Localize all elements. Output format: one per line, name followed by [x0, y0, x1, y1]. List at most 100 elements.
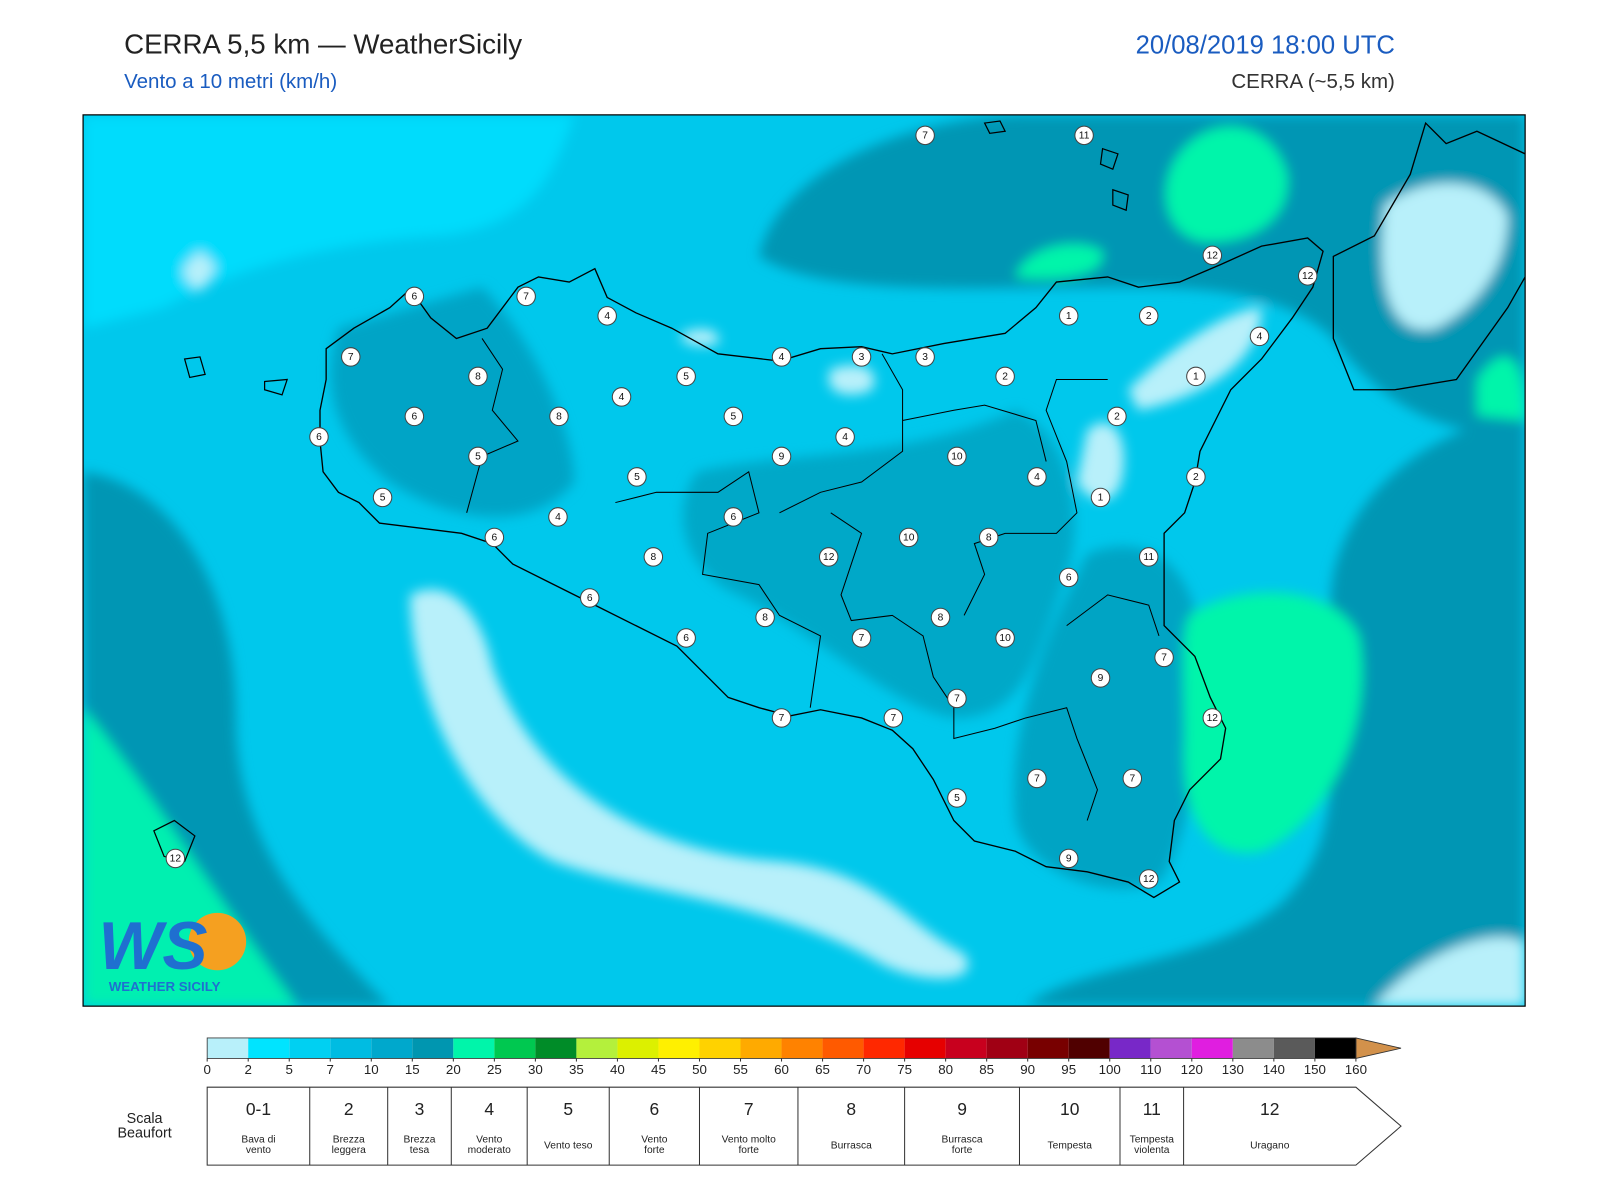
field-green [1183, 592, 1363, 853]
colorbar-segment [658, 1037, 700, 1059]
point-label: 5 [372, 487, 393, 508]
point-label: 5 [676, 366, 696, 387]
label-circle [1297, 266, 1318, 286]
label-circle [309, 427, 329, 447]
label-circle [978, 527, 999, 548]
beaufort-force: 12 [1260, 1099, 1279, 1119]
colorbar: 0 2 5 7 10 15 20 25 30 35 40 45 50 55 60 65 70 75 80 85 90 95… [203, 1037, 1402, 1077]
field-dark [682, 410, 1075, 718]
point-label: 6 [580, 588, 600, 608]
label-circle [1074, 125, 1094, 146]
label-value: 2 [1002, 371, 1008, 382]
point-label: 3 [915, 347, 935, 367]
label-circle [755, 607, 775, 628]
colorbar-tick-label: 2 [244, 1062, 251, 1077]
colorbar-tick-label: 150 [1304, 1062, 1326, 1077]
beaufort-label: violenta [1134, 1145, 1170, 1156]
label-value: 12 [170, 853, 182, 864]
beaufort-force: 7 [744, 1099, 754, 1119]
colorbar-tick-label: 75 [897, 1062, 912, 1077]
colorbar-tick-label: 100 [1099, 1062, 1121, 1077]
field-calm [1382, 183, 1508, 330]
island [153, 120, 1129, 863]
point-label: 6 [723, 507, 744, 527]
point-label: 7 [851, 628, 872, 648]
point-label: 4 [611, 387, 632, 407]
colorbar-segment [371, 1037, 413, 1059]
label-circle [851, 628, 872, 648]
colorbar-segment [207, 1037, 249, 1059]
colorbar-segment [494, 1037, 536, 1059]
beaufort-label: Bava di [241, 1135, 275, 1146]
point-label: 10 [947, 446, 967, 467]
beaufort-label: Vento [476, 1135, 503, 1146]
label-value: 4 [555, 512, 561, 523]
colorbar-tick-label: 55 [733, 1062, 748, 1077]
field-green [1015, 244, 1103, 279]
label-value: 11 [1143, 552, 1154, 563]
beaufort-frame [206, 1086, 1402, 1166]
label-circle [372, 487, 393, 508]
point-label: 1 [1186, 366, 1206, 387]
label-circle [947, 688, 967, 709]
point-label: 12 [1138, 869, 1159, 889]
point-label: 4 [1249, 326, 1270, 347]
label-value: 8 [762, 612, 768, 623]
label-circle [1090, 487, 1111, 508]
beaufort-title: Scala [127, 1111, 163, 1127]
point-label: 5 [723, 406, 744, 427]
point-label: 6 [484, 527, 505, 548]
label-value: 6 [683, 633, 689, 644]
point-label: 7 [1122, 768, 1143, 789]
label-value: 11 [1079, 130, 1090, 141]
field-calm [1374, 937, 1526, 1007]
point-label: 6 [404, 406, 425, 427]
colorbar-segment [1191, 1037, 1233, 1059]
label-value: 9 [779, 451, 785, 462]
label-circle [1058, 567, 1079, 588]
label-value: 2 [1193, 472, 1199, 483]
beaufort-label: Brezza [404, 1135, 436, 1146]
beaufort-force: 3 [415, 1099, 425, 1119]
label-circle [1186, 467, 1206, 487]
beaufort-label: leggera [332, 1145, 366, 1156]
point-label: 6 [309, 427, 329, 447]
colorbar-tick-label: 80 [938, 1062, 953, 1077]
beaufort-force: 0-1 [246, 1099, 271, 1119]
colorbar-tick-label: 60 [774, 1062, 789, 1077]
subtitle: Vento a 10 metri (km/h) [124, 70, 337, 93]
colorbar-segment [289, 1037, 331, 1059]
label-circle [995, 628, 1015, 648]
colorbar-tick-label: 90 [1020, 1062, 1035, 1077]
beaufort-force: 8 [846, 1099, 856, 1119]
colorbar-segment [904, 1037, 946, 1059]
label-value: 4 [1034, 472, 1040, 483]
field-green [1476, 356, 1526, 421]
label-value: 7 [922, 130, 928, 141]
colorbar-segment [1109, 1037, 1151, 1059]
label-value: 3 [922, 352, 928, 363]
colorbar-segment [863, 1037, 905, 1059]
label-value: 8 [938, 612, 944, 623]
point-label: 8 [755, 607, 775, 628]
map-frame [82, 114, 1526, 1007]
colorbar-tick-label: 35 [569, 1062, 584, 1077]
point-label: 8 [468, 366, 488, 387]
model-label: CERRA (~5,5 km) [1231, 70, 1394, 93]
label-value: 7 [523, 291, 529, 302]
label-value: 4 [619, 392, 625, 403]
point-label: 7 [1154, 647, 1174, 668]
beaufort-label: Tempesta [1130, 1135, 1175, 1146]
beaufort-label: forte [644, 1145, 665, 1156]
label-value: 12 [1207, 250, 1219, 261]
label-circle [947, 788, 967, 808]
colorbar-segment [330, 1037, 372, 1059]
label-value: 12 [1143, 874, 1155, 885]
point-label: 2 [1138, 306, 1159, 326]
point-label: 7 [341, 347, 361, 367]
colorbar-segment [781, 1037, 823, 1059]
label-circle [580, 588, 600, 608]
label-value: 8 [986, 532, 992, 543]
label-circle [771, 708, 792, 728]
